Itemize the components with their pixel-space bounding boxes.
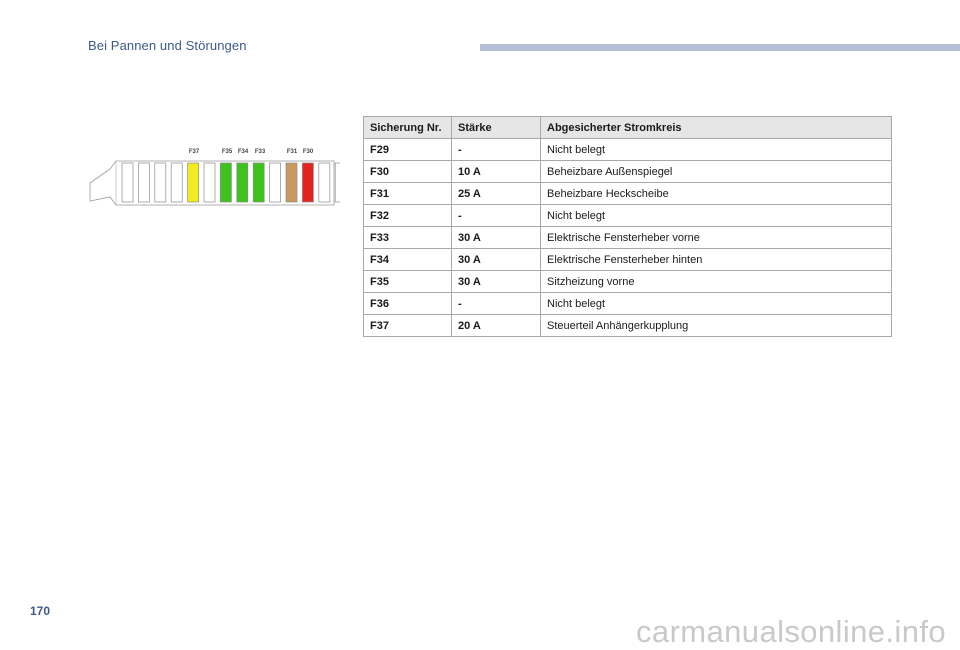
table-row: F35 30 A Sitzheizung vorne [363, 270, 892, 293]
fuse-label: F37 [188, 149, 200, 155]
fuse-slot-empty [334, 162, 340, 203]
fuse-slot-empty [170, 162, 183, 203]
column-header: Abgesicherter Stromkreis [540, 116, 892, 139]
fuse-rating: 30 A [451, 248, 541, 271]
fuse-green [252, 162, 265, 203]
fuse-red [302, 162, 314, 203]
fuse-rating: 30 A [451, 226, 541, 249]
fuse-rating: - [451, 138, 541, 161]
fuse-label: F34 [237, 149, 249, 155]
fuse-rating: 30 A [451, 270, 541, 293]
fuse-number: F37 [363, 314, 452, 337]
fuse-circuit: Elektrische Fensterheber hinten [540, 248, 892, 271]
fuse-circuit: Steuerteil Anhängerkupplung [540, 314, 892, 337]
fuse-rating: - [451, 204, 541, 227]
fuse-green [236, 162, 249, 203]
fuse-label: F35 [221, 149, 233, 155]
table-row: F37 20 A Steuerteil Anhängerkupplung [363, 314, 892, 337]
table-row: F36- Nicht belegt [363, 292, 892, 315]
table-row: F29- Nicht belegt [363, 138, 892, 161]
fuse-circuit: Nicht belegt [540, 138, 892, 161]
fuse-slot-empty [154, 162, 167, 203]
fuse-green [220, 162, 232, 203]
fuse-label: F30 [302, 149, 314, 155]
section-title: Bei Pannen und Störungen [88, 38, 247, 53]
fuse-number: F29 [363, 138, 452, 161]
fuse-rating: - [451, 292, 541, 315]
fuse-number: F34 [363, 248, 452, 271]
table-row: F33 30 A Elektrische Fensterheber vorne [363, 226, 892, 249]
fuse-table: Sicherung Nr. Stärke Abgesicherter Strom… [363, 116, 892, 337]
fuse-box-diagram: F37 F35 F34 F33 F31 F30 [86, 145, 340, 215]
fuse-slot-empty [318, 162, 331, 203]
page-number: 170 [30, 604, 51, 618]
fuse-slot-empty [203, 162, 216, 203]
fuse-slot-empty [269, 162, 281, 203]
header-accent-bar [480, 44, 960, 51]
fuse-number: F36 [363, 292, 452, 315]
column-header: Stärke [451, 116, 541, 139]
fuse-rating: 20 A [451, 314, 541, 337]
column-header: Sicherung Nr. [363, 116, 452, 139]
fuse-box-illustration [89, 160, 340, 206]
fuse-yellow [187, 162, 199, 203]
fuse-circuit: Sitzheizung vorne [540, 270, 892, 293]
fuse-circuit: Elektrische Fensterheber vorne [540, 226, 892, 249]
fuse-slot-empty [121, 162, 134, 203]
fuse-circuit: Nicht belegt [540, 204, 892, 227]
fuse-rating: 10 A [451, 160, 541, 183]
fuse-circuit: Beheizbare Außenspiegel [540, 160, 892, 183]
fuse-number: F33 [363, 226, 452, 249]
table-row: F34 30 A Elektrische Fensterheber hinten [363, 248, 892, 271]
fuse-circuit: Nicht belegt [540, 292, 892, 315]
table-header-row: Sicherung Nr. Stärke Abgesicherter Strom… [363, 116, 892, 139]
fuse-rating: 25 A [451, 182, 541, 205]
fuse-tan [285, 162, 298, 203]
fuse-label: F33 [254, 149, 266, 155]
fuse-number: F30 [363, 160, 452, 183]
fuse-label: F31 [286, 149, 298, 155]
fuse-number: F32 [363, 204, 452, 227]
fuse-number: F35 [363, 270, 452, 293]
watermark: carmanualsonline.info [636, 614, 946, 649]
table-row: F31 25 A Beheizbare Heckscheibe [363, 182, 892, 205]
fuse-slot-empty [138, 162, 150, 203]
table-row: F30 10 A Beheizbare Außenspiegel [363, 160, 892, 183]
fuse-circuit: Beheizbare Heckscheibe [540, 182, 892, 205]
fuse-number: F31 [363, 182, 452, 205]
table-row: F32- Nicht belegt [363, 204, 892, 227]
